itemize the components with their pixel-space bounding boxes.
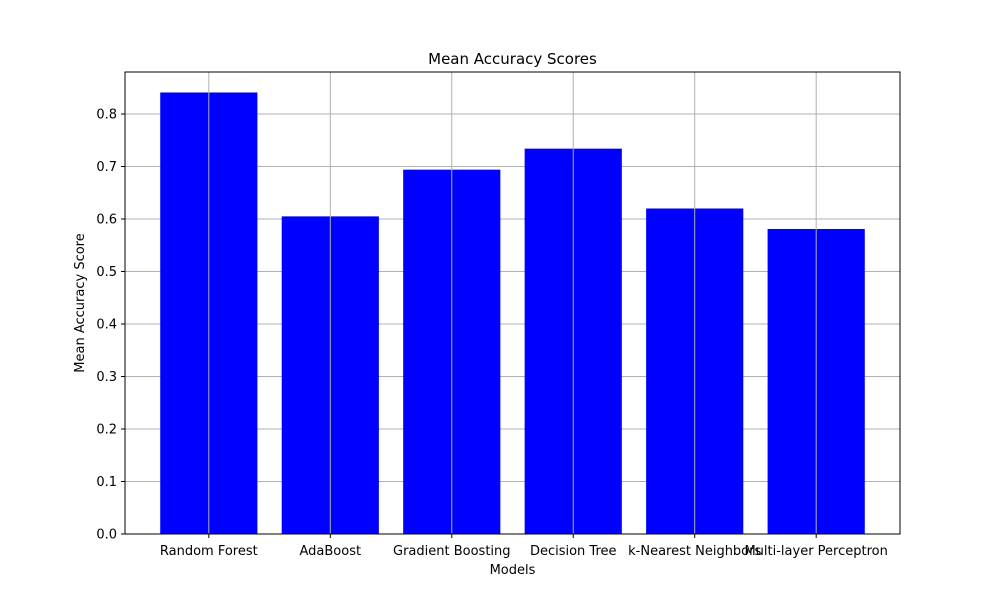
y-tick-label: 0.4 [96, 318, 117, 333]
chart-title: Mean Accuracy Scores [428, 50, 597, 68]
x-tick-label: Multi-layer Perceptron [744, 544, 887, 559]
plot-frame [124, 71, 901, 535]
bars [160, 92, 865, 534]
y-tick-label: 0.2 [96, 423, 117, 438]
y-tick-label: 0.6 [96, 213, 117, 228]
x-tick-label: Decision Tree [530, 544, 617, 559]
y-axis-label: Mean Accuracy Score [73, 233, 88, 372]
y-tick-label: 0.5 [96, 265, 117, 280]
y-tick-label: 0.3 [96, 370, 117, 385]
x-axis-ticks: Random Forest AdaBoost Gradient Boosting De… [160, 534, 888, 559]
y-tick-label: 0.0 [96, 528, 117, 543]
x-axis-label: Models [490, 563, 536, 578]
x-tick-label: k-Nearest Neighbors [628, 544, 761, 559]
x-tick-label: AdaBoost [299, 544, 361, 559]
y-tick-label: 0.7 [96, 160, 117, 175]
y-axis-ticks: 0.0 0.1 0.2 0.3 0.4 0.5 0.6 0.7 0.8 [96, 108, 125, 543]
y-tick-label: 0.1 [96, 475, 117, 490]
y-tick-label: 0.8 [96, 108, 117, 123]
vertical-grid-lines [208, 72, 817, 534]
x-tick-label: Gradient Boosting [393, 544, 511, 559]
x-tick-label: Random Forest [160, 544, 258, 559]
